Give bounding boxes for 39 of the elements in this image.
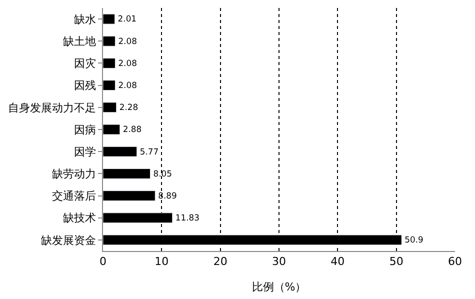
y-tick-label: 缺劳动力: [52, 168, 96, 181]
bar: [103, 146, 138, 157]
bar: [103, 14, 116, 24]
data-label: 8.05: [153, 168, 172, 178]
bar: [103, 102, 117, 113]
bar: [103, 168, 150, 179]
bar: [103, 36, 116, 46]
x-tick-label: 0: [100, 255, 106, 268]
data-label: 50.9: [404, 234, 424, 245]
y-tick-label: 因病: [74, 123, 96, 136]
x-tick-label: 60: [448, 255, 462, 268]
bar: [103, 124, 120, 135]
bar: [103, 190, 156, 201]
x-tick-label: 20: [213, 255, 228, 268]
y-tick-label: 因残: [74, 79, 96, 92]
data-label: 2.08: [118, 58, 137, 68]
x-tick-label: 40: [330, 255, 345, 268]
y-tick-label: 因灾: [74, 57, 96, 70]
y-tick-label: 因学: [74, 145, 96, 158]
data-label: 2.88: [122, 124, 142, 134]
data-label: 2.08: [118, 80, 137, 90]
x-tick-label: 50: [389, 255, 404, 268]
data-label: 2.28: [119, 102, 138, 112]
data-label: 11.83: [175, 212, 200, 223]
x-axis-title: 比例（%）: [252, 280, 306, 294]
y-tick-label: 缺发展资金: [40, 234, 96, 247]
data-label: 2.01: [118, 14, 137, 24]
data-label: 5.77: [140, 146, 159, 156]
bar: [103, 58, 116, 68]
y-tick-label: 自身发展动力不足: [8, 101, 96, 114]
x-tick-label: 10: [154, 255, 169, 268]
y-tick-label: 缺技术: [62, 212, 96, 225]
y-tick-label: 缺土地: [62, 34, 96, 48]
y-tick-label: 交通落后: [52, 190, 96, 203]
bar: [103, 80, 116, 91]
data-label: 2.08: [118, 36, 137, 46]
x-tick-label: 30: [272, 255, 286, 268]
data-label: 8.89: [158, 190, 177, 200]
y-tick-label: 缺水: [74, 12, 96, 26]
